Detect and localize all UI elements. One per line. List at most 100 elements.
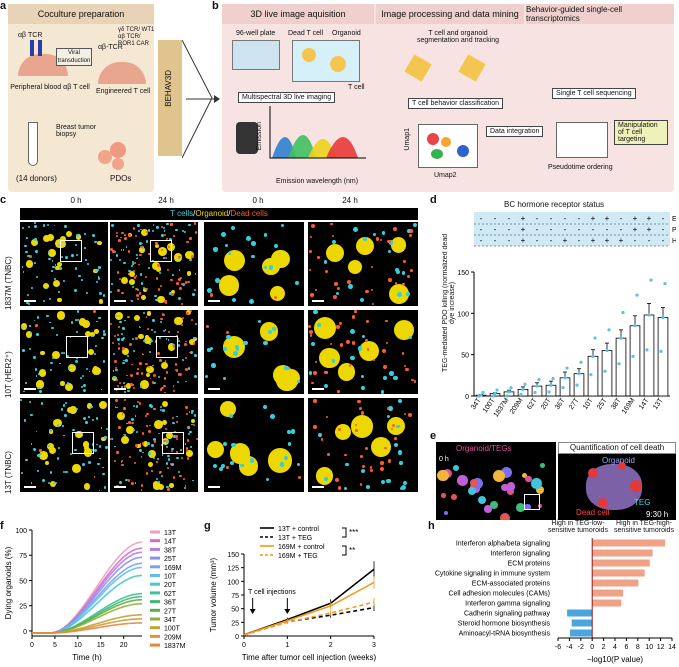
row-label-10t: 10T (HER2⁺) (4, 351, 13, 398)
dead-cell-dot (324, 270, 328, 274)
dead-cell-dot (120, 461, 123, 463)
dead-cell-dot (335, 478, 339, 483)
dead-cell-dot (53, 224, 56, 227)
tcell-dot (140, 228, 143, 231)
tcell-dot (184, 443, 187, 445)
tcell-dot (176, 334, 179, 337)
dead-cell-dot (187, 280, 190, 284)
replicate-point (591, 354, 595, 358)
tcell-dot (35, 374, 38, 377)
dead-cell-dot (139, 253, 142, 257)
x-tick-label: 5 (53, 642, 57, 649)
receptor-sign: - (592, 225, 595, 234)
dead-cell-dot (185, 340, 187, 343)
zoom-region-box (162, 432, 184, 454)
dead-cell-dot (145, 315, 148, 318)
dead-cell-dot (146, 413, 149, 416)
tcell-dot (98, 266, 101, 269)
pdo-icon (98, 150, 112, 164)
microscopy-tile (308, 398, 418, 492)
scale-bar (208, 300, 220, 302)
organoid-blob (56, 261, 62, 268)
tcell-dot (128, 269, 131, 273)
tcr-receptor-icon (38, 40, 42, 56)
tcell-dot (25, 382, 27, 385)
tcell-dot (62, 351, 66, 355)
tcell-dot (83, 247, 86, 249)
pseudotime-plot (556, 122, 608, 158)
tcell-dot (332, 359, 336, 363)
x-tick-label: 209M (509, 397, 525, 415)
tcell-dot (81, 374, 84, 378)
tcell-dot (49, 321, 51, 324)
tcell-dot (139, 385, 143, 389)
dead-cell-dot (113, 334, 117, 338)
tcell-dot (165, 338, 168, 340)
microscopy-tile (110, 310, 198, 394)
receptor-sign: - (550, 214, 553, 223)
dead-cell-dot (409, 234, 412, 237)
replicate-point (631, 354, 635, 358)
x-tick-label: 10 (645, 644, 653, 651)
organoid-blob (315, 466, 334, 485)
tcell-dot (388, 406, 393, 412)
y-tick-label: 150 (457, 270, 469, 277)
plate-label: 96-well plate (236, 30, 276, 37)
organoid-blob (145, 334, 150, 339)
organoid-blob (75, 234, 81, 240)
organoid-blob (92, 366, 99, 372)
dead-cell-dot (164, 257, 168, 260)
tcell-dot (73, 289, 77, 293)
dead-cell-dot (164, 233, 167, 237)
dead-cell-dot (403, 259, 407, 263)
bar (592, 539, 666, 547)
dead-cell-dot (358, 407, 362, 411)
legend-label: 13T (164, 530, 177, 537)
microscopy-tile (204, 398, 304, 492)
dead-cell-dot (118, 343, 121, 346)
organoid-blob (350, 415, 374, 439)
dead-cell-dot (351, 341, 356, 345)
organoid-blob (188, 339, 195, 345)
replicate-point (579, 360, 583, 364)
organoid-blob (26, 260, 34, 268)
tcell-dot (61, 256, 63, 258)
tcell-dot (61, 425, 64, 428)
dead-cell-dot (387, 407, 390, 410)
dead-cell-dot (28, 254, 32, 258)
dead-cell-dot (190, 318, 193, 321)
receptor-sign: - (620, 214, 623, 223)
dead-cell-dot (121, 463, 124, 467)
umap2-label: Umap2 (434, 172, 457, 179)
organoid-dot (468, 487, 477, 496)
organoid-dot (499, 513, 510, 520)
time-24h-1: 24 h (158, 196, 174, 205)
panel-c-letter: c (0, 194, 7, 206)
tcell-dot (140, 282, 144, 285)
dead-cell-dot (171, 449, 174, 453)
tcell-dot (42, 223, 46, 227)
dead-cell-dot (185, 281, 188, 284)
chart-g-tumor-volume: 0 25 50 75 100 125 150 0 1 2 3 Time after tumor cel… (209, 526, 377, 662)
time-0h-1: 0 h (70, 196, 82, 205)
dead-cell-dot (310, 293, 314, 297)
x-tick-label: 14 (668, 644, 676, 651)
replicate-point (491, 394, 495, 398)
dead-cell-dot (172, 417, 175, 419)
umap-plot (418, 124, 478, 168)
tcell-dot (62, 403, 66, 407)
peripheral-t-cell-icon (18, 54, 68, 76)
microscopy-tile (308, 222, 418, 306)
dead-cell-dot (405, 367, 409, 372)
replicate-point (645, 348, 649, 352)
tcell-dot (26, 301, 29, 304)
legend-label: 13T + TEG (278, 535, 312, 542)
x-tick-label: 13T (652, 397, 665, 411)
replicate-point (647, 313, 651, 317)
tcell-dot (153, 438, 156, 442)
tcell-dot (37, 373, 40, 375)
tcell-dot (20, 399, 22, 402)
peripheral-label: Peripheral blood αβ T cell (10, 84, 90, 91)
dead-cell-dot (140, 456, 143, 458)
bar (545, 384, 557, 397)
